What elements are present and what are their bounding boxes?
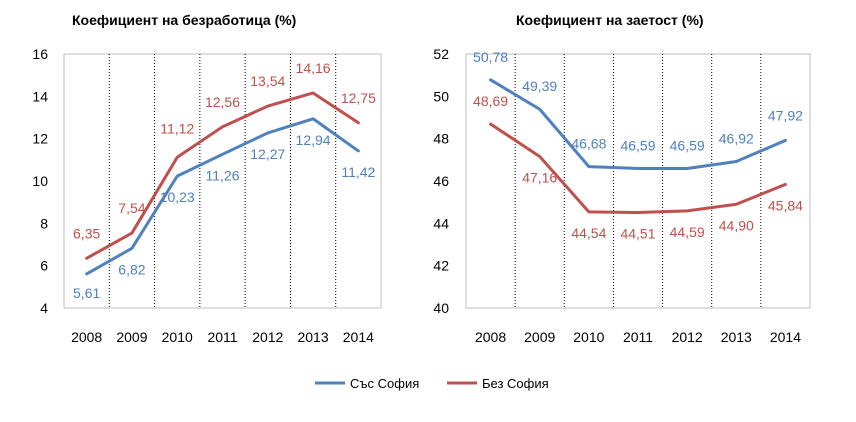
series-line-2 <box>489 122 787 215</box>
data-label: 48,69 <box>473 93 508 109</box>
y-tick-label: 40 <box>433 300 449 316</box>
x-tick-label: 2009 <box>524 329 555 345</box>
data-label: 47,92 <box>768 107 803 123</box>
plot-area-border <box>465 53 811 309</box>
y-tick-label: 44 <box>433 215 449 231</box>
x-tick-label: 2013 <box>721 329 752 345</box>
charts-container: Коефициент на безработица (%)46810121416… <box>32 12 811 345</box>
chart-title: Коефициент на заетост (%) <box>516 12 704 28</box>
data-label: 6,82 <box>118 261 145 277</box>
y-tick-label: 12 <box>32 131 48 147</box>
chart-2: Коефициент на заетост (%) 40 42 44 46 48 50 52 2… <box>433 12 811 345</box>
data-label: 44,51 <box>620 226 655 242</box>
chart-1: Коефициент на безработица (%) 4 6 8 10 12 14 16… <box>32 12 382 345</box>
data-label: 10,23 <box>160 189 195 205</box>
legend-item: Със София <box>315 376 419 391</box>
data-label: 46,68 <box>571 136 606 152</box>
x-tick-label: 2010 <box>573 329 604 345</box>
y-tick-label: 8 <box>40 215 48 231</box>
x-tick-label: 2011 <box>207 329 237 345</box>
y-tick-label: 16 <box>32 46 48 62</box>
series-line-2 <box>85 91 360 260</box>
y-tick-label: 46 <box>433 173 449 189</box>
chart-legend: Със София Без София <box>315 376 549 391</box>
data-label: 11,12 <box>160 120 194 136</box>
data-label: 6,35 <box>73 225 100 241</box>
data-label: 14,16 <box>296 60 331 76</box>
legend-label: Със София <box>350 376 419 391</box>
data-label: 50,78 <box>473 49 508 65</box>
data-label: 11,26 <box>206 167 240 183</box>
data-label: 12,27 <box>250 146 285 162</box>
y-tick-label: 6 <box>40 258 48 274</box>
legend-label: Без София <box>482 376 549 391</box>
data-label: 13,54 <box>250 73 285 89</box>
data-label: 46,92 <box>719 131 754 147</box>
data-label: 44,90 <box>719 217 754 233</box>
series-line-1 <box>85 117 360 276</box>
y-tick-label: 52 <box>433 46 449 62</box>
series-line-1 <box>489 78 787 171</box>
x-tick-label: 2012 <box>252 329 283 345</box>
chart-title: Коефициент на безработица (%) <box>72 12 296 28</box>
x-tick-label: 2014 <box>343 329 374 345</box>
x-tick-label: 2011 <box>623 329 653 345</box>
plot-area-border <box>63 53 382 309</box>
y-tick-label: 48 <box>433 131 449 147</box>
data-label: 5,61 <box>73 285 100 301</box>
data-label: 45,84 <box>768 197 803 213</box>
data-label: 46,59 <box>620 138 655 154</box>
x-tick-label: 2008 <box>71 329 102 345</box>
y-tick-label: 42 <box>433 258 449 274</box>
x-tick-label: 2014 <box>770 329 801 345</box>
data-label: 12,75 <box>341 90 376 106</box>
x-tick-label: 2010 <box>162 329 193 345</box>
data-label: 12,56 <box>205 94 240 110</box>
data-label: 47,16 <box>522 169 557 185</box>
x-tick-label: 2013 <box>297 329 328 345</box>
y-tick-label: 10 <box>32 173 48 189</box>
y-tick-label: 50 <box>433 88 449 104</box>
x-tick-label: 2009 <box>116 329 147 345</box>
data-label: 7,54 <box>118 200 145 216</box>
x-tick-label: 2012 <box>672 329 703 345</box>
data-label: 46,59 <box>670 138 705 154</box>
data-label: 11,42 <box>341 164 375 180</box>
y-tick-label: 14 <box>32 88 48 104</box>
data-label: 44,54 <box>571 225 606 241</box>
data-label: 12,94 <box>296 132 331 148</box>
data-label: 44,59 <box>670 224 705 240</box>
y-tick-label: 4 <box>40 300 48 316</box>
data-label: 49,39 <box>522 78 557 94</box>
legend-item: Без София <box>447 376 549 391</box>
x-tick-label: 2008 <box>475 329 506 345</box>
